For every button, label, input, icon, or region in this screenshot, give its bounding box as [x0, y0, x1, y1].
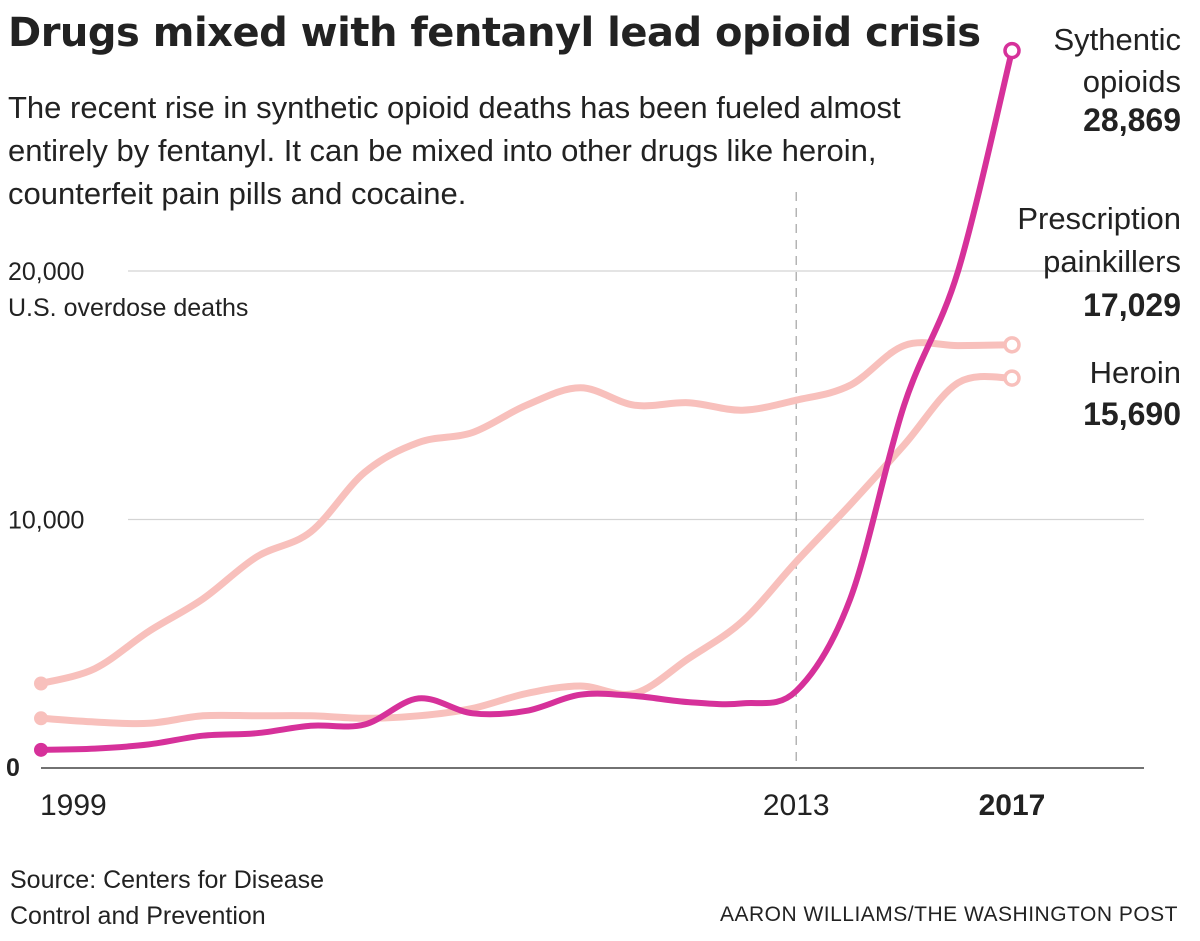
label-prescription-name-1: Prescription	[1017, 201, 1181, 236]
marker-layer	[34, 41, 1021, 757]
chart-title: Drugs mixed with fentanyl lead opioid cr…	[8, 10, 981, 56]
y-tick-label-0: 0	[6, 754, 20, 782]
source-note: Source: Centers for Disease Control and …	[10, 866, 325, 930]
chart-subtitle: The recent rise in synthetic opioid deat…	[8, 90, 901, 211]
series-line-sythentic-opioids	[38, 47, 1015, 753]
line-layer	[37, 339, 1016, 728]
x-tick-label-1999: 1999	[40, 789, 107, 822]
series-start-dot-prescription-painkillers	[34, 676, 48, 691]
y-tick-label-10000: 10,000	[8, 507, 84, 535]
series-start-dot-heroin	[34, 711, 48, 726]
x-tick-label-2013: 2013	[763, 789, 830, 822]
x-tick-label-2017: 2017	[979, 789, 1046, 822]
label-prescription-name-2: painkillers	[1043, 244, 1181, 279]
grid-layer: 20,000 10,000 0 1999 2013 2017	[6, 192, 1144, 822]
series-line-heroin	[37, 373, 1016, 728]
label-prescription-value: 17,029	[1083, 287, 1181, 323]
series-end-marker-sythentic-opioids	[1003, 41, 1021, 60]
series-start-dot-sythentic-opioids	[34, 742, 48, 757]
series-end-marker-heroin	[1003, 369, 1021, 387]
label-heroin-value: 15,690	[1083, 396, 1181, 432]
series-end-marker-prescription-painkillers	[1003, 336, 1021, 354]
y-tick-label-20000: 20,000	[8, 258, 84, 286]
label-heroin-name: Heroin	[1090, 355, 1181, 390]
credit-line: AARON WILLIAMS/THE WASHINGTON POST	[719, 903, 1178, 926]
label-synthetic-name-2: opioids	[1083, 64, 1181, 99]
y-axis-label: U.S. overdose deaths	[8, 294, 248, 322]
series-line-prescription-painkillers	[37, 339, 1016, 688]
label-synthetic-value: 28,869	[1083, 102, 1181, 138]
label-synthetic-name-1: Sythentic	[1053, 22, 1181, 57]
